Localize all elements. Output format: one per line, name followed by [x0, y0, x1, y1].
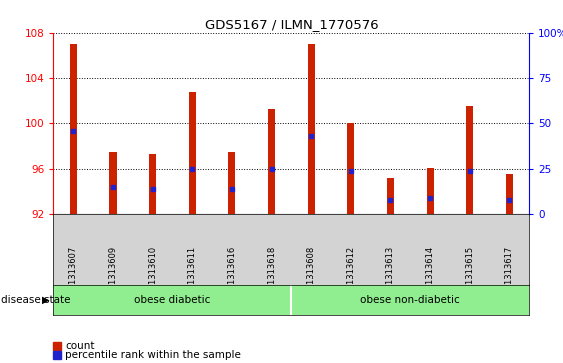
Text: GSM1313611: GSM1313611 — [187, 246, 196, 302]
Text: GSM1313615: GSM1313615 — [465, 246, 474, 302]
Text: GSM1313616: GSM1313616 — [227, 246, 236, 302]
Text: GSM1313607: GSM1313607 — [69, 246, 78, 302]
Text: GSM1313618: GSM1313618 — [267, 246, 276, 302]
Bar — [347, 123, 354, 214]
Bar — [189, 92, 196, 214]
Text: percentile rank within the sample: percentile rank within the sample — [65, 350, 241, 360]
Text: GSM1313610: GSM1313610 — [148, 246, 157, 302]
Text: GSM1313617: GSM1313617 — [505, 246, 514, 302]
Bar — [427, 168, 434, 214]
Bar — [506, 175, 513, 214]
Bar — [307, 44, 315, 214]
Text: disease state: disease state — [1, 295, 70, 305]
Bar — [149, 154, 156, 214]
Bar — [466, 106, 473, 214]
Text: GSM1313609: GSM1313609 — [109, 246, 118, 302]
Text: GSM1313614: GSM1313614 — [426, 246, 435, 302]
Bar — [268, 109, 275, 214]
Text: GSM1313613: GSM1313613 — [386, 246, 395, 302]
Text: count: count — [65, 340, 95, 351]
Text: ▶: ▶ — [42, 295, 50, 305]
Bar — [387, 178, 394, 214]
Text: obese non-diabetic: obese non-diabetic — [360, 295, 460, 305]
Text: GSM1313612: GSM1313612 — [346, 246, 355, 302]
Text: obese diabetic: obese diabetic — [134, 295, 211, 305]
Title: GDS5167 / ILMN_1770576: GDS5167 / ILMN_1770576 — [204, 19, 378, 32]
Text: GSM1313608: GSM1313608 — [307, 246, 316, 302]
Bar — [70, 44, 77, 214]
Bar — [229, 152, 235, 214]
Bar — [109, 152, 117, 214]
